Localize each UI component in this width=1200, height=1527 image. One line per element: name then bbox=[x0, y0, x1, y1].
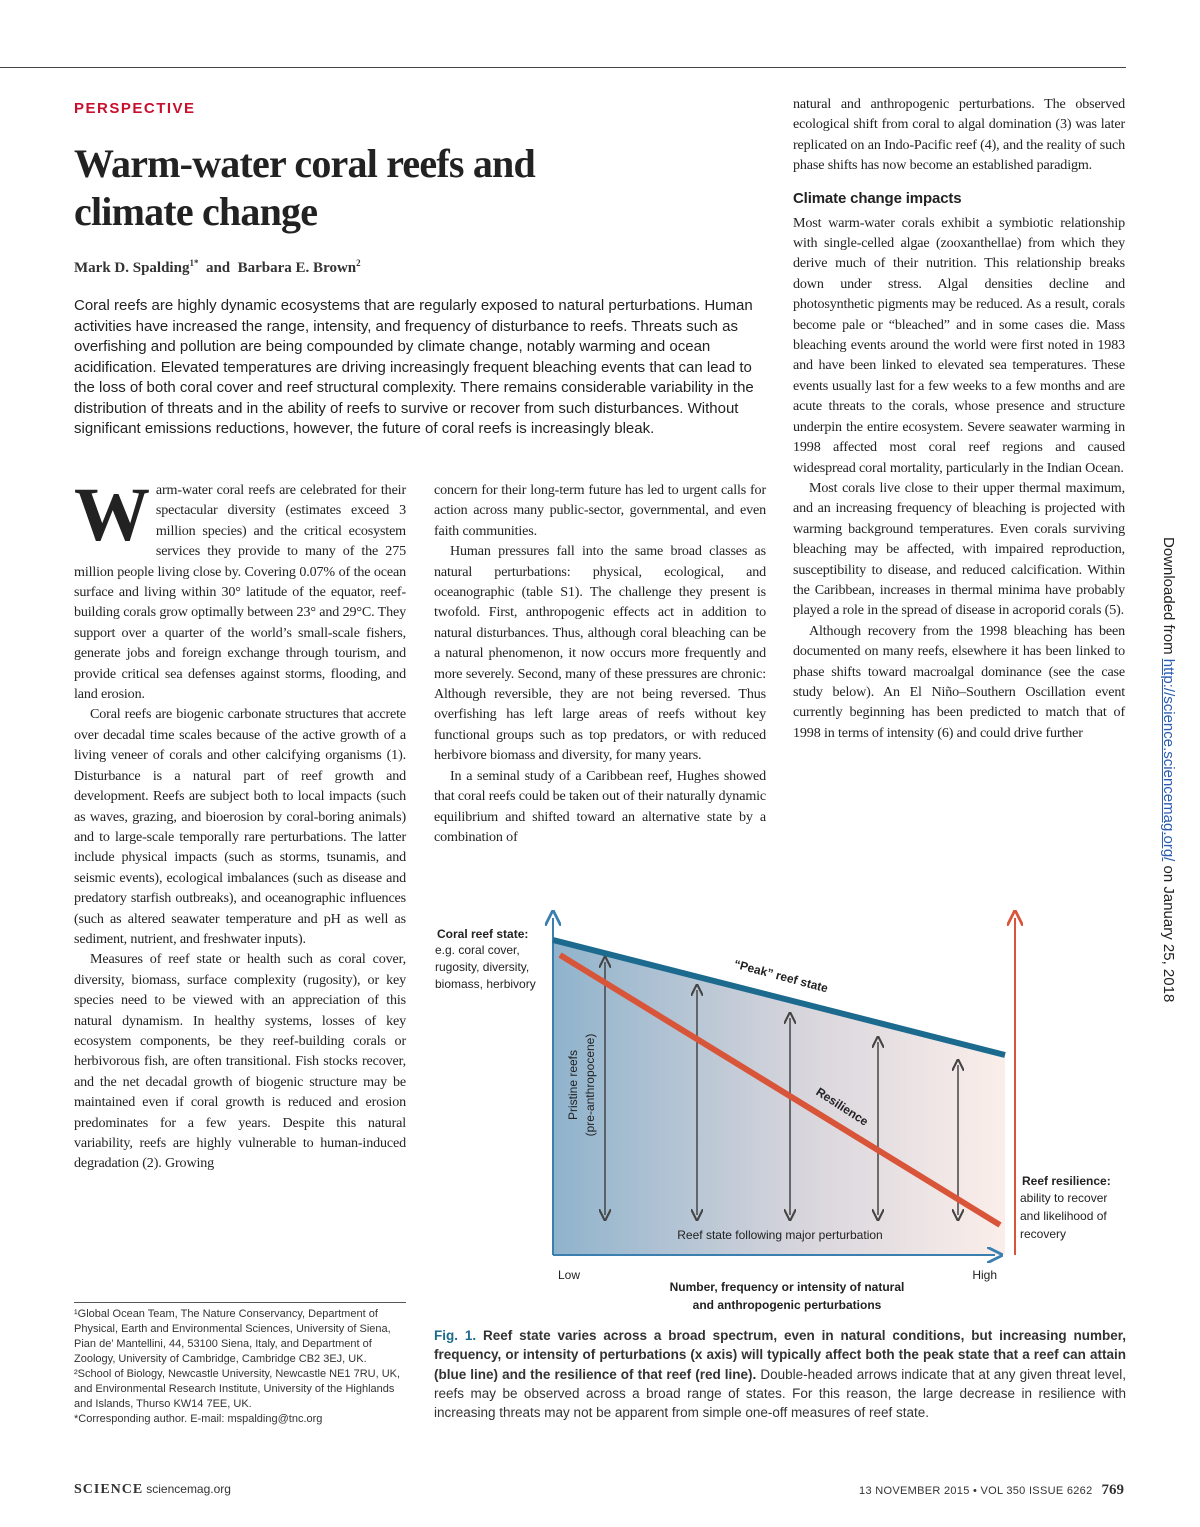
figure: Coral reef state: e.g. coral cover, rugo… bbox=[435, 905, 1111, 1312]
caption-text: Double-headed arrows indicate that at an… bbox=[434, 1366, 1126, 1421]
paragraph: natural and anthropogenic perturbations.… bbox=[793, 96, 1125, 174]
figure-caption: Fig. 1. Reef state varies across a broad… bbox=[434, 1326, 1126, 1422]
x-axis-title: and anthropogenic perturbations bbox=[693, 1298, 882, 1312]
drop-cap: W bbox=[74, 473, 150, 557]
corresponding-author: *Corresponding author. E-mail: mspalding… bbox=[74, 1413, 323, 1425]
y-axis-note: e.g. coral cover, rugosity, diversity, b… bbox=[435, 943, 536, 991]
paragraph: Measures of reef state or health such as… bbox=[74, 951, 406, 1172]
author-joiner: and bbox=[205, 260, 231, 276]
footer-right: 13 NOVEMBER 2015 • VOL 350 ISSUE 6262 76… bbox=[859, 1482, 1124, 1499]
download-suffix: on January 25, 2018 bbox=[1160, 865, 1177, 1003]
paragraph: concern for their long-term future has l… bbox=[434, 482, 766, 539]
subheading: Climate change impacts bbox=[793, 189, 962, 207]
y-axis-title: Coral reef state: bbox=[437, 927, 528, 941]
column: W arm-water coral reefs are celebrated f… bbox=[74, 473, 406, 1174]
download-prefix: Downloaded from bbox=[1160, 537, 1177, 655]
affiliation: 2 bbox=[356, 258, 361, 268]
resilience-note: ability to recover and likelihood of rec… bbox=[1020, 1191, 1108, 1241]
x-high-label: High bbox=[972, 1268, 997, 1282]
article-title: Warm-water coral reefs and climate chang… bbox=[74, 141, 536, 234]
pristine-label: (pre-anthropocene) bbox=[583, 1034, 597, 1137]
caption-bold: Reef state varies across a broad spectru… bbox=[434, 1328, 1126, 1382]
resilience-line bbox=[558, 952, 1002, 1228]
peak-line bbox=[552, 937, 1006, 1058]
perturbation-label: Reef state following major perturbation bbox=[677, 1228, 882, 1242]
author: Mark D. Spalding bbox=[74, 260, 190, 276]
page-number: 769 bbox=[1101, 1482, 1125, 1498]
footnotes: ¹Global Ocean Team, The Nature Conservan… bbox=[74, 1302, 406, 1427]
download-note: Downloaded from http://science.sciencema… bbox=[1160, 537, 1177, 1002]
paragraph: arm-water coral reefs are celebrated for… bbox=[74, 482, 406, 703]
top-rule bbox=[0, 67, 1126, 68]
download-link[interactable]: http://science.sciencemag.org/ bbox=[1160, 658, 1177, 862]
column: natural and anthropogenic perturbations.… bbox=[793, 94, 1125, 743]
x-low-label: Low bbox=[558, 1268, 580, 1282]
journal-name: SCIENCE bbox=[74, 1482, 144, 1497]
pristine-label: Pristine reefs bbox=[566, 1050, 580, 1120]
state-arrows bbox=[605, 962, 958, 1215]
column: concern for their long-term future has l… bbox=[434, 480, 766, 847]
paragraph: Although recovery from the 1998 bleachin… bbox=[793, 622, 1125, 741]
issue-info: 13 NOVEMBER 2015 • VOL 350 ISSUE 6262 bbox=[859, 1485, 1093, 1497]
state-area bbox=[553, 940, 1005, 1255]
resilience-title: Reef resilience: bbox=[1022, 1174, 1111, 1188]
footer-left: SCIENCE sciencemag.org bbox=[74, 1482, 231, 1498]
author: Barbara E. Brown bbox=[237, 260, 357, 276]
affiliations: ¹Global Ocean Team, The Nature Conservan… bbox=[74, 1308, 401, 1410]
x-axis-title: Number, frequency or intensity of natura… bbox=[670, 1280, 905, 1294]
abstract: Coral reefs are highly dynamic ecosystem… bbox=[74, 297, 754, 437]
paragraph: Most corals live close to their upper th… bbox=[793, 479, 1125, 619]
affiliation: 1* bbox=[189, 258, 199, 268]
resilience-note-box: ability to recover and likelihood of rec… bbox=[1020, 1191, 1108, 1241]
paragraph: In a seminal study of a Caribbean reef, … bbox=[434, 767, 766, 845]
paragraph: Human pressures fall into the same broad… bbox=[434, 543, 766, 764]
journal-site: sciencemag.org bbox=[146, 1482, 231, 1496]
caption-label: Fig. 1. bbox=[434, 1328, 477, 1343]
section-label: PERSPECTIVE bbox=[74, 100, 196, 117]
paragraph: Most warm-water corals exhibit a symbiot… bbox=[793, 214, 1125, 476]
paragraph: Coral reefs are biogenic carbonate struc… bbox=[74, 706, 406, 947]
authors: Mark D. Spalding1* and Barbara E. Brown2 bbox=[74, 258, 361, 277]
y-axis-note-box: e.g. coral cover, rugosity, diversity, b… bbox=[435, 943, 536, 991]
